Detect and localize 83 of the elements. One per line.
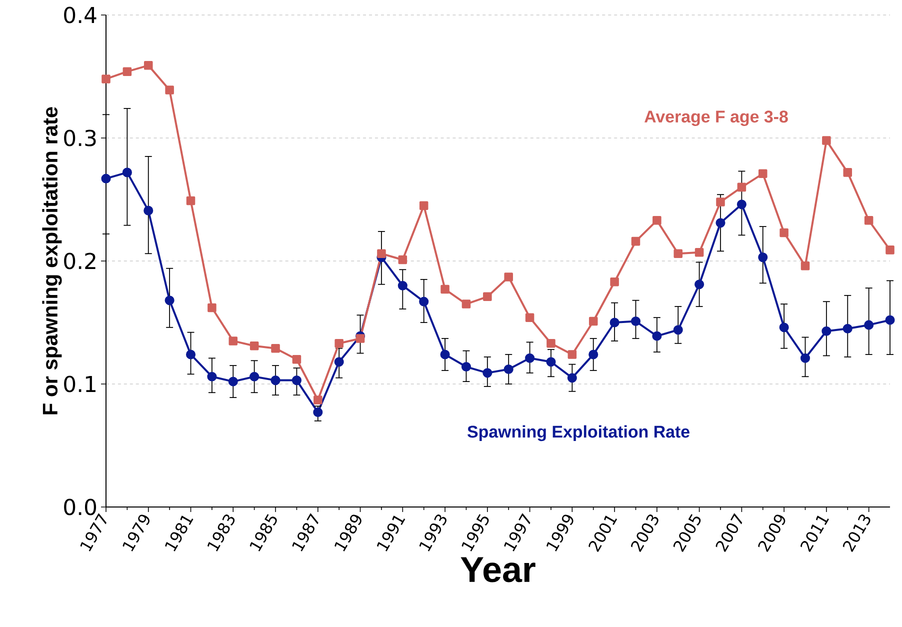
point xyxy=(356,334,365,343)
y-axis-title: F or spawning exploitation rate xyxy=(42,107,62,414)
point xyxy=(102,74,110,84)
x-axis-title: Year xyxy=(460,557,536,582)
point xyxy=(800,262,810,270)
point xyxy=(122,67,132,76)
point xyxy=(164,296,174,306)
point xyxy=(822,326,832,336)
point xyxy=(504,272,513,282)
point xyxy=(546,339,556,348)
point xyxy=(886,246,894,254)
point xyxy=(610,278,619,286)
point xyxy=(716,198,725,206)
point xyxy=(568,350,577,359)
point xyxy=(101,174,111,184)
point xyxy=(292,376,302,386)
point xyxy=(694,248,704,257)
point xyxy=(165,86,174,94)
point xyxy=(843,168,852,177)
point xyxy=(208,303,216,312)
point xyxy=(737,182,746,192)
point xyxy=(525,353,535,363)
point xyxy=(419,201,428,210)
point xyxy=(186,196,196,206)
point xyxy=(631,236,640,246)
point xyxy=(250,341,259,350)
point xyxy=(779,322,789,332)
point xyxy=(482,368,492,378)
point xyxy=(864,216,874,225)
point xyxy=(377,249,386,258)
point xyxy=(228,376,238,386)
y-tick-label: 0.1 xyxy=(64,376,96,392)
point xyxy=(800,353,810,363)
point xyxy=(694,280,704,290)
point xyxy=(122,168,132,178)
point xyxy=(398,280,408,290)
point xyxy=(228,336,238,346)
point xyxy=(567,373,577,383)
point xyxy=(674,249,682,258)
point xyxy=(610,318,620,328)
point xyxy=(334,339,344,348)
point xyxy=(588,316,598,326)
point xyxy=(419,296,429,306)
point xyxy=(334,357,344,367)
point xyxy=(864,320,874,330)
point xyxy=(186,350,196,360)
point xyxy=(462,300,471,308)
point xyxy=(398,255,408,264)
point xyxy=(588,350,598,360)
text: Average F age 3-8 xyxy=(644,110,788,126)
y-tick-label: 0.4 xyxy=(64,6,96,24)
point xyxy=(313,408,323,418)
point xyxy=(630,316,641,326)
point xyxy=(525,313,534,322)
y-tick-label: 0.2 xyxy=(64,252,96,270)
point xyxy=(652,216,662,225)
point xyxy=(822,136,831,145)
point xyxy=(271,344,280,353)
point xyxy=(736,200,746,210)
point xyxy=(504,364,514,374)
point xyxy=(758,252,768,262)
point xyxy=(440,350,450,360)
point xyxy=(483,292,492,302)
point xyxy=(440,284,450,294)
point xyxy=(461,362,472,372)
point xyxy=(250,372,260,382)
point xyxy=(144,206,154,216)
point xyxy=(207,372,217,382)
point xyxy=(292,355,302,364)
point xyxy=(842,324,852,334)
point xyxy=(270,376,280,386)
point xyxy=(144,61,153,70)
point xyxy=(673,325,683,335)
text: Spawning Exploitation Rate xyxy=(468,425,690,442)
point xyxy=(652,331,662,341)
point xyxy=(546,357,556,367)
y-tick-label: 0.0 xyxy=(64,498,96,516)
point xyxy=(716,218,726,228)
point xyxy=(780,228,788,238)
point xyxy=(758,169,768,178)
point xyxy=(885,315,895,325)
point xyxy=(314,396,322,404)
y-tick-label: 0.3 xyxy=(64,130,96,146)
